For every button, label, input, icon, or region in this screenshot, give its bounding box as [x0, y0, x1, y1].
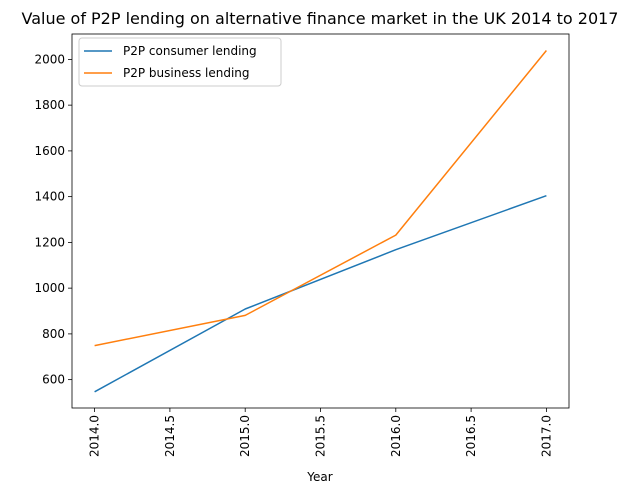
- plot-area: [71, 33, 570, 409]
- legend-box: [78, 37, 282, 87]
- x-tick-label: 2017.0: [539, 415, 553, 457]
- chart-title: Value of P2P lending on alternative fina…: [22, 9, 619, 28]
- x-tick-label: 2016.0: [389, 415, 403, 457]
- plot-frame: [71, 33, 570, 409]
- x-axis: 2014.0 2014.5 2015.0 2015.5 2016.0 2016.5 2017…: [88, 408, 553, 457]
- y-tick-label: 1800: [34, 98, 65, 112]
- y-axis: 600 800 1000 1200 1400 1600 1800 2000: [34, 52, 72, 387]
- x-tick-label: 2014.0: [88, 415, 102, 457]
- legend: P2P consumer lending P2P business lending: [78, 37, 282, 87]
- y-tick-label: 1400: [34, 190, 65, 204]
- x-tick-label: 2014.5: [163, 415, 177, 457]
- y-tick-label: 1000: [34, 281, 65, 295]
- legend-label: P2P consumer lending: [123, 44, 257, 58]
- x-tick-label: 2015.0: [238, 415, 252, 457]
- series-group: [94, 50, 547, 393]
- y-tick-label: 800: [42, 327, 65, 341]
- series-line-business: [94, 50, 547, 347]
- x-tick-label: 2016.5: [464, 415, 478, 457]
- y-tick-label: 2000: [34, 52, 65, 66]
- legend-label: P2P business lending: [123, 66, 250, 80]
- y-tick-label: 1600: [34, 144, 65, 158]
- x-axis-label: Year: [306, 470, 332, 484]
- series-line-consumer: [94, 194, 547, 393]
- y-tick-label: 1200: [34, 235, 65, 249]
- x-tick-label: 2015.5: [314, 415, 328, 457]
- y-tick-label: 600: [42, 373, 65, 387]
